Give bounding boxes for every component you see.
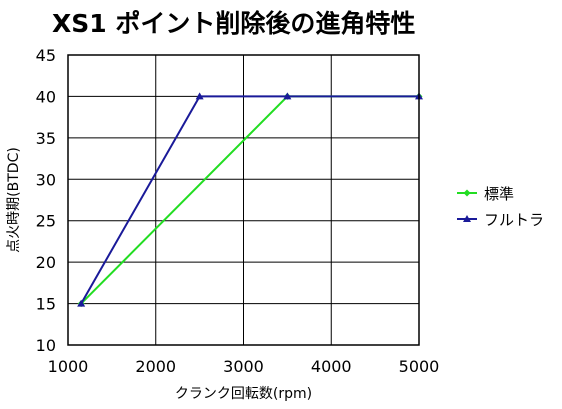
series-layer (77, 92, 423, 308)
plot-border (67, 54, 420, 346)
legend: 標準 フルトラ (456, 180, 544, 232)
y-tick-label: 45 (36, 46, 56, 65)
legend-label: 標準 (484, 184, 515, 203)
y-tick-label: 25 (36, 212, 56, 231)
legend-swatch (457, 189, 477, 197)
y-tick-label: 10 (36, 336, 56, 355)
data-point-marker (195, 92, 204, 100)
y-tick-label: 30 (36, 170, 56, 189)
legend-label: フルトラ (484, 210, 545, 229)
series-line (80, 95, 419, 305)
y-tick-label: 40 (36, 87, 56, 106)
x-tick-label: 3000 (223, 357, 264, 376)
tick-layer: 1000 2000 3000 4000 5000 10 15 20 25 30 35 40 45 (36, 46, 440, 376)
y-tick-label: 35 (36, 129, 56, 148)
legend-item: 標準 (456, 180, 544, 206)
data-point-marker (283, 92, 292, 100)
legend-item: フルトラ (456, 206, 544, 232)
data-point-marker (77, 299, 86, 307)
x-tick-label: 4000 (311, 357, 352, 376)
chart-title: XS1 ポイント削除後の進角特性 (52, 9, 416, 38)
y-tick-label: 15 (36, 295, 56, 314)
y-tick-label: 20 (36, 253, 56, 272)
grid-layer (67, 54, 420, 346)
x-tick-label: 2000 (135, 357, 176, 376)
x-tick-label: 1000 (48, 357, 89, 376)
series-line (80, 95, 419, 305)
x-tick-label: 5000 (399, 357, 440, 376)
x-axis-label: クランク回転数(rpm) (175, 386, 312, 402)
y-axis-label: 点火時期(BTDC) (6, 147, 22, 253)
legend-swatch (457, 215, 477, 222)
